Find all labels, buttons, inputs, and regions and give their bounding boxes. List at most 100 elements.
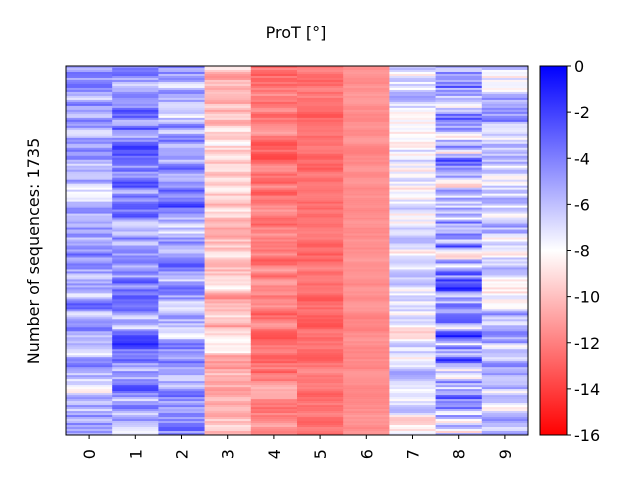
heatmap-cell <box>205 307 252 309</box>
heatmap-cell <box>66 218 113 220</box>
heatmap-cell <box>482 208 529 210</box>
heatmap-cell <box>112 146 159 148</box>
heatmap-cell <box>343 242 390 244</box>
heatmap-cell <box>482 355 529 357</box>
heatmap-cell <box>436 238 483 240</box>
heatmap-cell <box>436 200 483 202</box>
heatmap-cell <box>343 86 390 88</box>
heatmap-cell <box>389 265 436 267</box>
heatmap-cell <box>112 96 159 98</box>
heatmap-cell <box>205 228 252 230</box>
heatmap-cell <box>436 403 483 405</box>
heatmap-cell <box>205 248 252 250</box>
heatmap-cell <box>297 232 344 234</box>
heatmap-cell <box>251 371 297 373</box>
heatmap-cell <box>205 236 252 238</box>
heatmap-cell <box>251 305 297 307</box>
heatmap-cell <box>389 409 436 411</box>
heatmap-cell <box>343 228 390 230</box>
heatmap-cell <box>389 80 436 82</box>
heatmap-cell <box>158 228 205 230</box>
heatmap-cell <box>297 357 344 359</box>
heatmap-cell <box>251 391 297 393</box>
heatmap-cell <box>66 180 113 182</box>
heatmap-cell <box>389 349 436 351</box>
heatmap-cell <box>297 206 344 208</box>
heatmap-cell <box>66 385 113 387</box>
heatmap-cell <box>112 144 159 146</box>
heatmap-cell <box>112 80 159 82</box>
heatmap-cell <box>251 411 297 413</box>
heatmap-cell <box>66 128 113 130</box>
heatmap-cell <box>343 252 390 254</box>
heatmap-cell <box>343 144 390 146</box>
heatmap-cell <box>436 210 483 212</box>
heatmap-cell <box>297 341 344 343</box>
heatmap-cell <box>297 250 344 252</box>
heatmap-cell <box>112 379 159 381</box>
heatmap-cell <box>436 413 483 415</box>
heatmap-cell <box>482 377 529 379</box>
heatmap-cell <box>343 361 390 363</box>
heatmap-cell <box>297 96 344 98</box>
heatmap-cell <box>436 208 483 210</box>
heatmap-cell <box>389 234 436 236</box>
heatmap-cell <box>251 200 297 202</box>
heatmap-cell <box>251 144 297 146</box>
heatmap-cell <box>436 140 483 142</box>
heatmap-cell <box>297 78 344 80</box>
heatmap-cell <box>343 423 390 425</box>
heatmap-cell <box>343 146 390 148</box>
heatmap-cell <box>389 102 436 104</box>
heatmap-cell <box>389 226 436 228</box>
heatmap-cell <box>66 118 113 120</box>
heatmap-cell <box>112 204 159 206</box>
heatmap-cell <box>297 257 344 259</box>
heatmap-cell <box>66 86 113 88</box>
heatmap-cell <box>389 405 436 407</box>
heatmap-cell <box>158 198 205 200</box>
heatmap-cell <box>112 218 159 220</box>
heatmap-cell <box>343 74 390 76</box>
heatmap-cell <box>436 319 483 321</box>
heatmap-cell <box>436 407 483 409</box>
heatmap-cell <box>389 140 436 142</box>
heatmap-cell <box>436 180 483 182</box>
heatmap-cell <box>251 80 297 82</box>
heatmap-cell <box>436 341 483 343</box>
heatmap-cell <box>251 228 297 230</box>
heatmap-cell <box>158 427 205 429</box>
heatmap-cell <box>436 206 483 208</box>
heatmap-cell <box>297 313 344 315</box>
heatmap-cell <box>112 421 159 423</box>
heatmap-cell <box>66 250 113 252</box>
heatmap-cell <box>66 377 113 379</box>
heatmap-cell <box>158 98 205 100</box>
heatmap-cell <box>389 369 436 371</box>
heatmap-cell <box>251 176 297 178</box>
heatmap-cell <box>436 190 483 192</box>
heatmap-cell <box>297 106 344 108</box>
heatmap-cell <box>251 238 297 240</box>
heatmap-cell <box>389 333 436 335</box>
heatmap-cell <box>112 216 159 218</box>
heatmap-cell <box>343 210 390 212</box>
heatmap-cell <box>482 68 529 70</box>
heatmap-cell <box>297 379 344 381</box>
heatmap-cell <box>205 74 252 76</box>
colorbar-tick-label: -14 <box>574 380 600 399</box>
heatmap-cell <box>205 108 252 110</box>
heatmap-cell <box>112 68 159 70</box>
heatmap-cell <box>66 98 113 100</box>
heatmap-cell <box>297 86 344 88</box>
heatmap-cell <box>112 327 159 329</box>
heatmap-cell <box>251 196 297 198</box>
heatmap-cell <box>297 307 344 309</box>
heatmap-cell <box>482 395 529 397</box>
heatmap-cell <box>343 357 390 359</box>
heatmap-cell <box>205 132 252 134</box>
heatmap-cell <box>112 72 159 74</box>
heatmap-cell <box>205 397 252 399</box>
heatmap-cell <box>389 267 436 269</box>
heatmap-cell <box>158 210 205 212</box>
